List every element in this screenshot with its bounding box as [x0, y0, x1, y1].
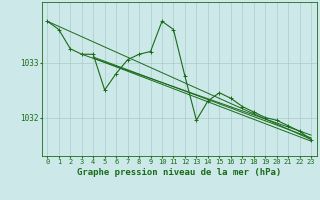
X-axis label: Graphe pression niveau de la mer (hPa): Graphe pression niveau de la mer (hPa) — [77, 168, 281, 177]
